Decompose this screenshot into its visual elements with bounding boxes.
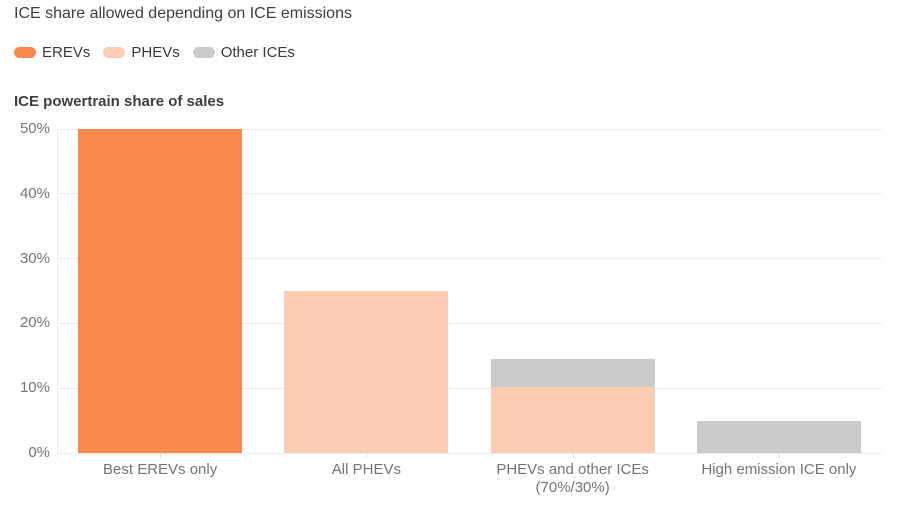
legend-label: Other ICEs xyxy=(220,44,295,61)
legend-item-erevs: EREVs xyxy=(14,44,90,61)
legend-label: EREVs xyxy=(42,44,91,61)
bar-segment-phevs xyxy=(284,291,449,453)
y-tick-label: 50% xyxy=(19,120,50,137)
y-tick-label: 0% xyxy=(28,444,50,461)
y-axis-line xyxy=(57,129,58,458)
gridline xyxy=(57,128,882,130)
x-category-label: PHEVs and other ICEs (70%/30%) xyxy=(496,461,649,496)
x-tick-mark xyxy=(778,453,780,458)
gridline xyxy=(57,322,882,324)
gridline xyxy=(57,193,882,195)
gridline xyxy=(57,452,882,454)
legend-item-other-ices: Other ICEs xyxy=(192,44,295,61)
legend-swatch-other-ices xyxy=(192,47,215,58)
legend-label: PHEVs xyxy=(131,44,180,61)
x-tick-mark xyxy=(160,453,162,458)
legend: EREVs PHEVs Other ICEs xyxy=(14,44,295,61)
bar-segment-phevs xyxy=(490,387,655,453)
y-axis-title: ICE powertrain share of sales xyxy=(14,93,225,110)
y-tick-label: 20% xyxy=(19,314,50,332)
legend-swatch-erevs xyxy=(14,47,36,58)
gridline xyxy=(57,387,882,389)
x-category-label: High emission ICE only xyxy=(701,461,857,478)
bar-segment-other-ices xyxy=(490,359,655,388)
bar-segment-other-ices xyxy=(696,420,861,453)
x-category-label: All PHEVs xyxy=(331,461,401,478)
x-category-label: Best EREVs only xyxy=(103,461,218,478)
bar-segment-erevs xyxy=(78,129,243,453)
x-tick-mark xyxy=(366,453,368,458)
gridline xyxy=(57,258,882,260)
legend-swatch-phevs xyxy=(103,47,126,58)
chart-title: ICE share allowed depending on ICE emiss… xyxy=(14,5,352,22)
y-tick-label: 10% xyxy=(19,379,50,397)
legend-item-phevs: PHEVs xyxy=(103,44,180,61)
x-tick-mark xyxy=(572,453,574,458)
y-tick-label: 30% xyxy=(19,249,50,267)
y-tick-label: 40% xyxy=(19,184,50,202)
